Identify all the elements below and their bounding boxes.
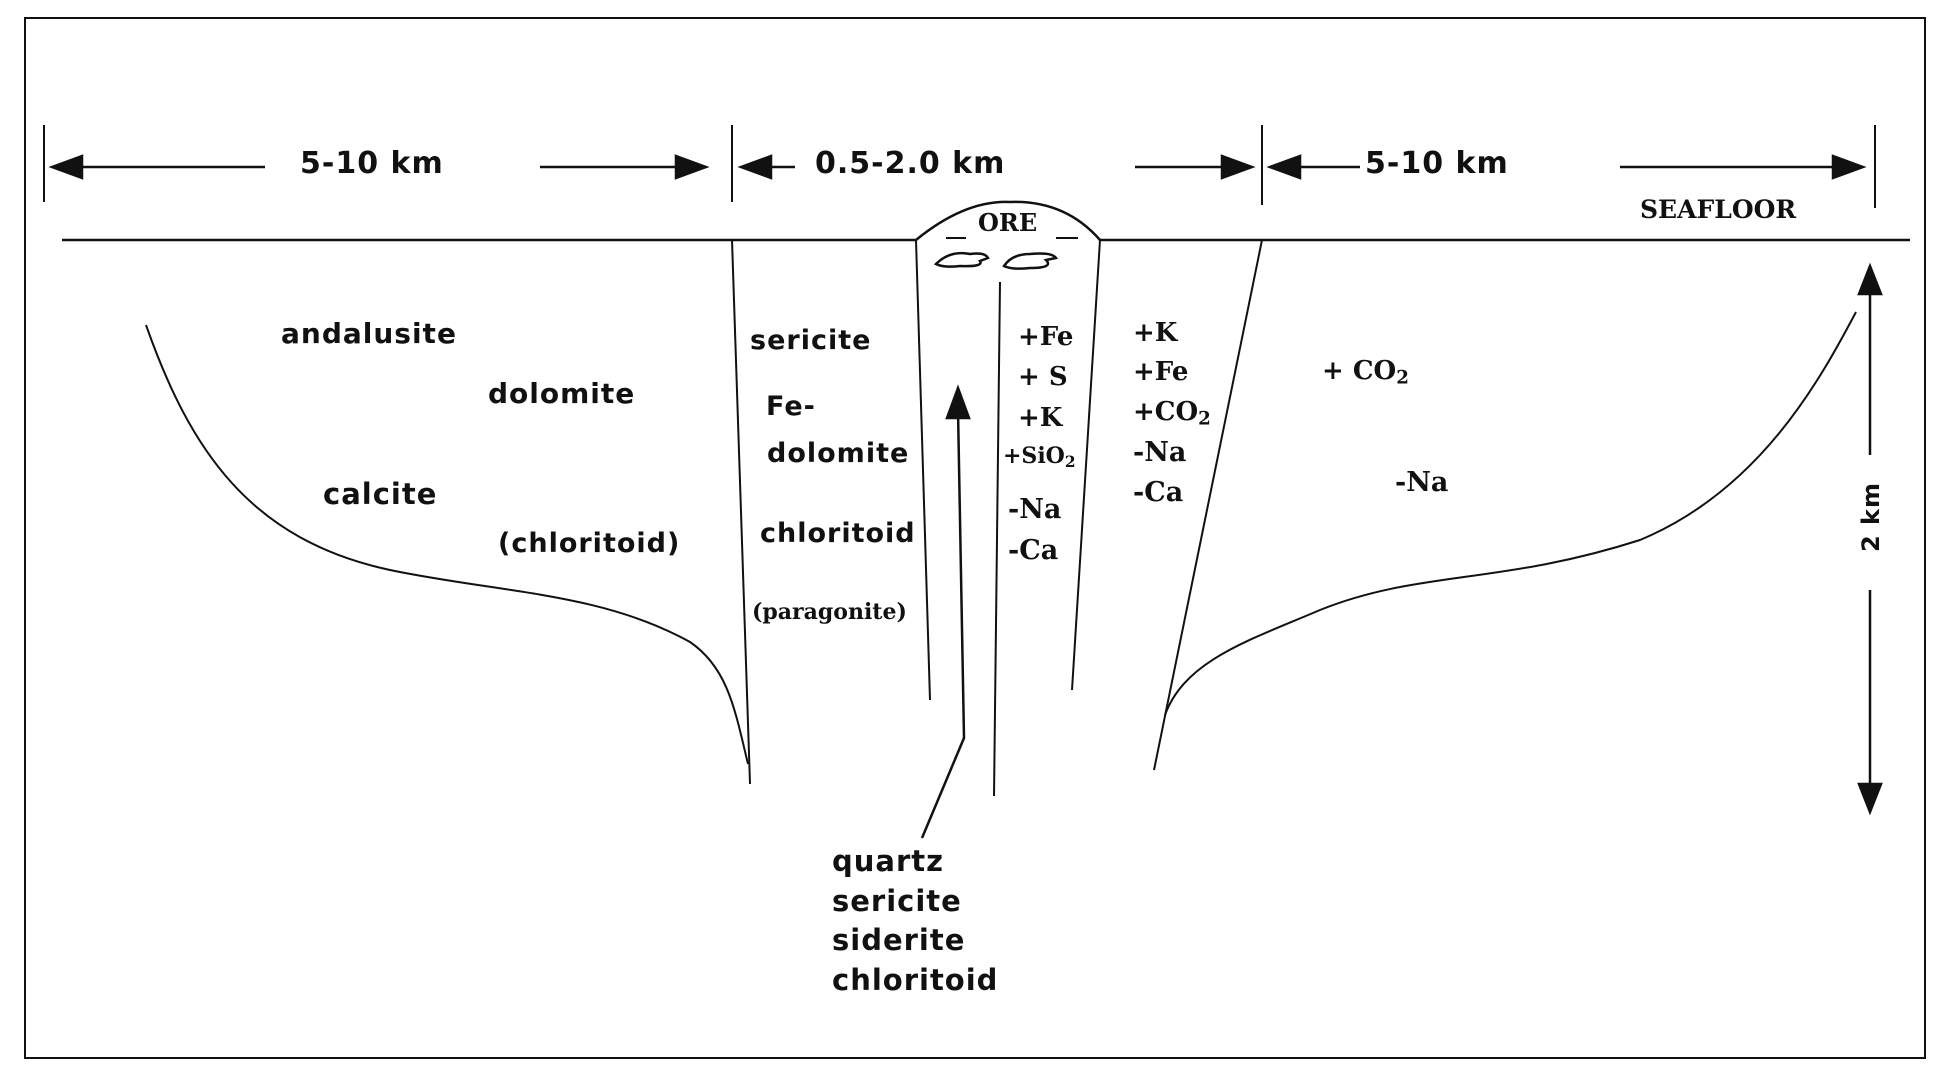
alt-chem-co2-base: +CO (1133, 397, 1199, 427)
core-chem-sio2: +SiO2 (1003, 445, 1076, 470)
left-width-label: 5-10 km (300, 146, 444, 181)
seafloor-label: SEAFLOOR (1640, 195, 1797, 224)
outer-envelope-right (1164, 311, 1857, 716)
pipe-mineral-sericite: sericite (832, 884, 962, 918)
outer-mineral-dolomite: dolomite (488, 377, 636, 410)
core-chem-k: +K (1018, 403, 1063, 433)
core-chem-na: -Na (1008, 494, 1062, 525)
alt-chem-ca: -Ca (1133, 477, 1184, 508)
ore-mound (915, 200, 1101, 241)
distal-chem-co2: + CO2 (1322, 358, 1409, 388)
alt-chem-k: +K (1133, 318, 1178, 348)
depth-arrow (1857, 262, 1883, 816)
alt-chem-co2: +CO2 (1133, 399, 1211, 429)
core-chem-ca: -Ca (1008, 535, 1059, 566)
ore-lens-icon (933, 251, 1059, 270)
center-width-label: 0.5-2.0 km (815, 146, 1006, 181)
core-chem-fe: +Fe (1018, 322, 1074, 352)
inner-mineral-paragonite: (paragonite) (752, 599, 907, 625)
ore-label: ORE (978, 208, 1038, 237)
outer-mineral-calcite: calcite (323, 477, 438, 511)
alt-chem-na: -Na (1133, 437, 1187, 468)
alt-chem-co2-subscript: 2 (1198, 408, 1211, 430)
core-chem-s: + S (1018, 362, 1068, 392)
dimension-arrows (48, 154, 1867, 180)
distal-chem-co2-subscript: 2 (1396, 367, 1409, 389)
fluid-flow-arrow (920, 384, 971, 839)
alt-chem-fe: +Fe (1133, 357, 1189, 387)
inner-mineral-dolomite: dolomite (767, 438, 910, 469)
figure-frame (24, 17, 1926, 1059)
outer-mineral-chloritoid: (chloritoid) (498, 528, 681, 559)
distal-chem-co2-base: + CO (1322, 356, 1397, 386)
pipe-mineral-siderite: siderite (832, 923, 966, 957)
pipe-mineral-quartz: quartz (832, 844, 945, 878)
zone-boundaries (731, 239, 1263, 797)
pipe-mineral-chloritoid: chloritoid (832, 963, 999, 997)
distal-chem-na: -Na (1395, 467, 1449, 498)
inner-mineral-chloritoid: chloritoid (760, 518, 916, 549)
right-width-label: 5-10 km (1365, 146, 1509, 181)
outer-mineral-andalusite: andalusite (281, 317, 457, 350)
core-chem-sio2-subscript: 2 (1064, 452, 1076, 471)
inner-mineral-fe: Fe- (766, 391, 816, 422)
inner-mineral-sericite: sericite (750, 325, 872, 356)
outer-envelope-left (145, 324, 749, 765)
depth-label: 2 km (1857, 481, 1885, 552)
core-chem-sio2-base: +SiO (1003, 443, 1065, 469)
dimension-ticks (43, 125, 1876, 208)
